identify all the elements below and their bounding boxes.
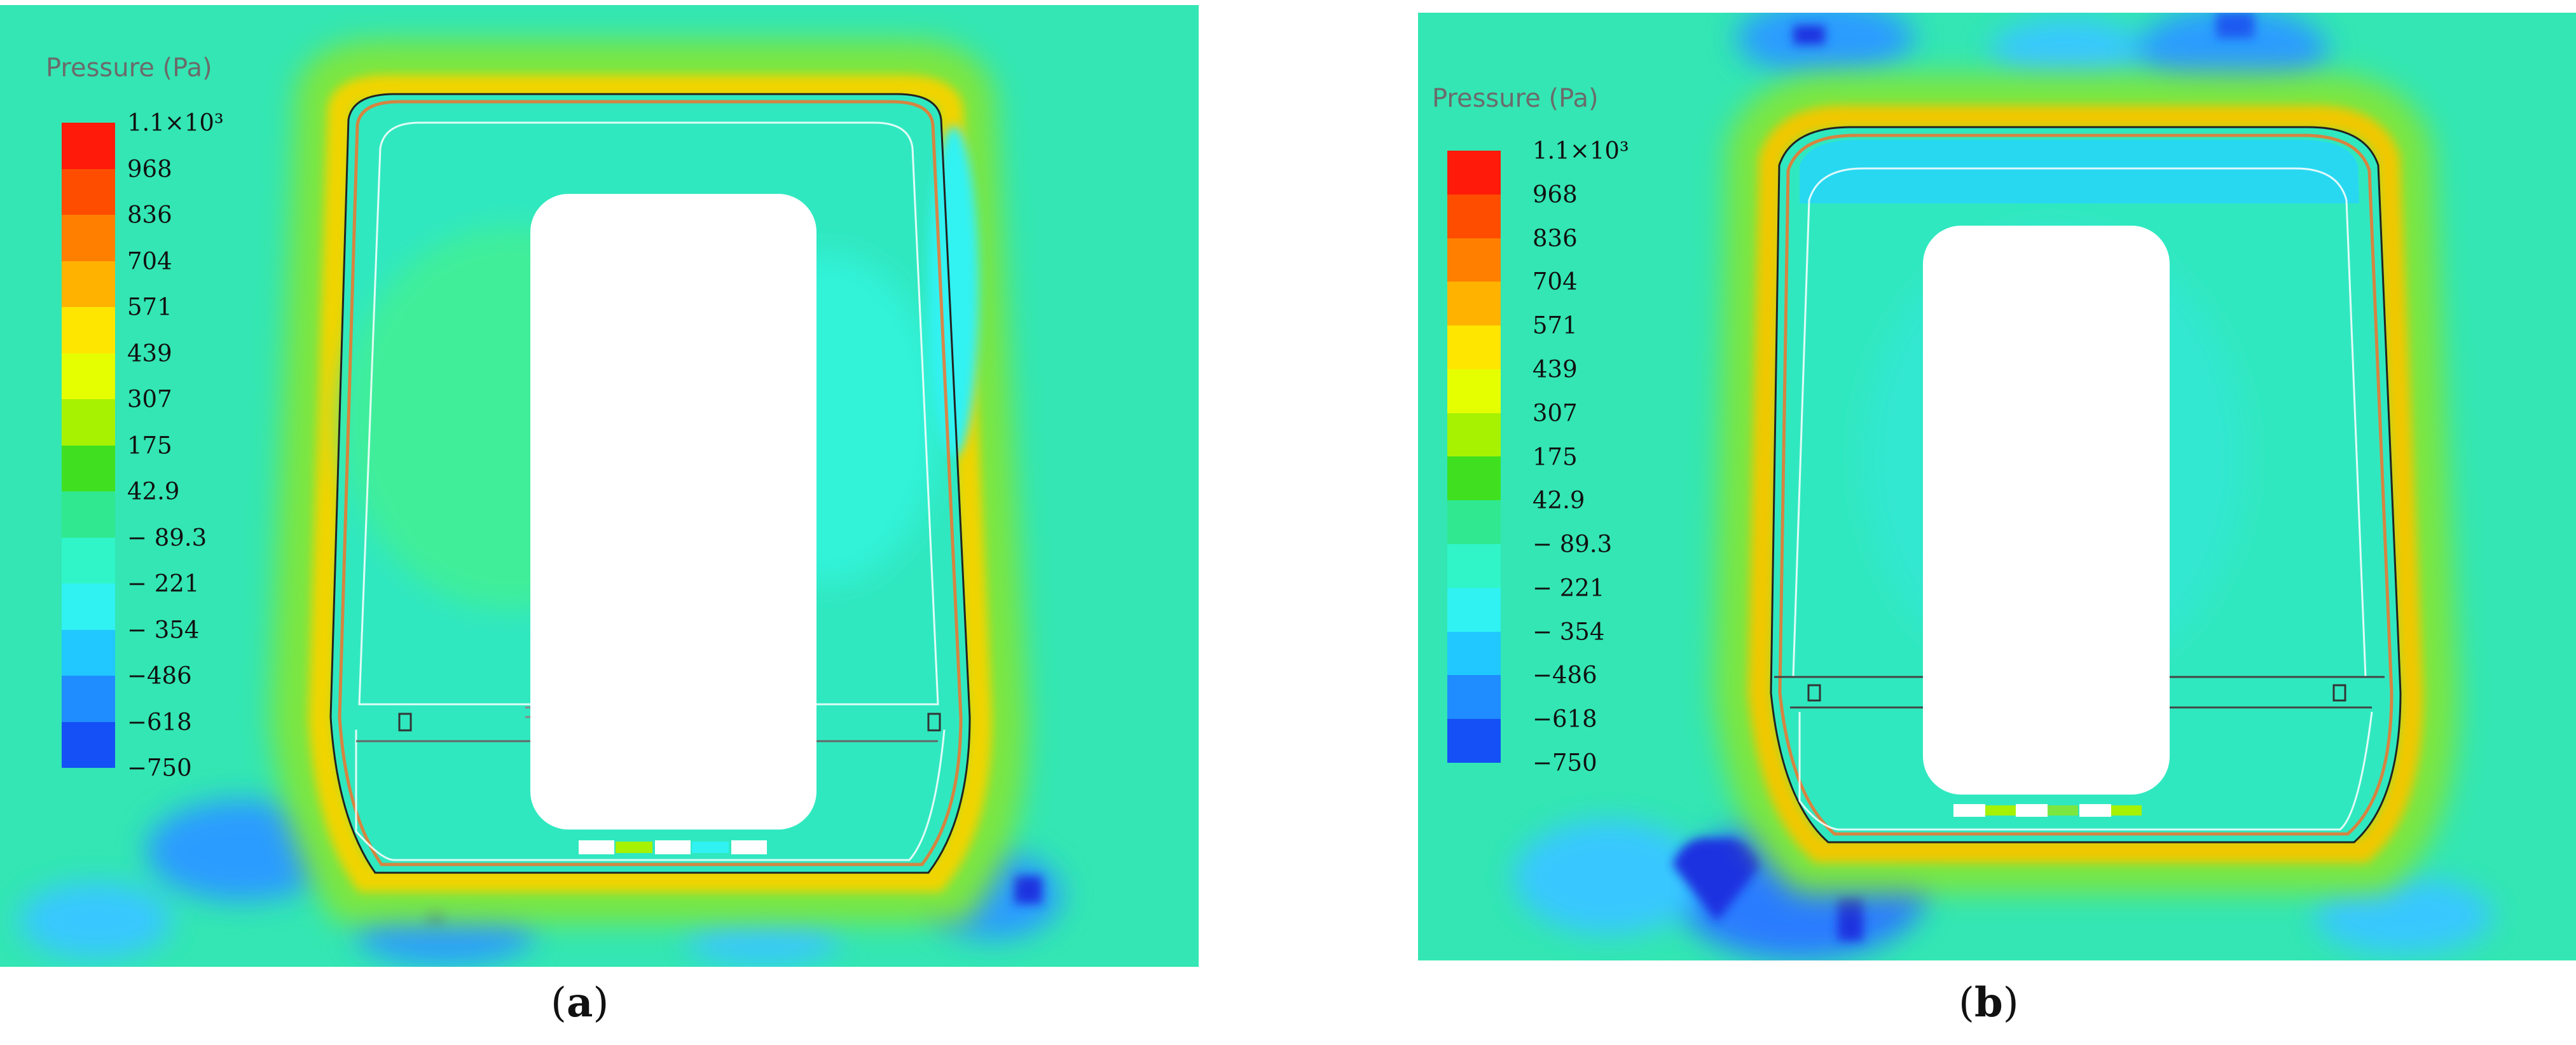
colorbar-swatch: [1447, 719, 1501, 763]
legend-title-b: Pressure (Pa): [1432, 84, 1599, 113]
colorbar-tick-label: 175: [1533, 443, 1578, 470]
colorbar-swatch: [1447, 631, 1501, 676]
colorbar-swatch: [1447, 238, 1501, 282]
colorbar-swatch: [62, 261, 115, 307]
colorbar-tick-label: − 221: [1533, 574, 1605, 602]
colorbar-tick-label: − 354: [127, 616, 200, 643]
colorbar-swatch: [62, 168, 115, 215]
legend-title-a: Pressure (Pa): [46, 53, 212, 83]
colorbar-tick-label: −486: [1533, 661, 1597, 689]
colorbar-swatch: [62, 676, 115, 722]
pressure-field-b: [1418, 13, 2576, 960]
colorbar-swatch: [1447, 587, 1501, 632]
colorbar-tick-label: 439: [127, 339, 172, 367]
caption-letter-b: b: [1974, 979, 2003, 1027]
colorbar-b: [1447, 151, 1501, 763]
colorbar-tick-label: − 221: [127, 570, 200, 598]
colorbar-swatch: [62, 307, 115, 353]
colorbar-a: [62, 123, 115, 768]
colorbar-swatch: [1447, 456, 1501, 501]
colorbar-swatch: [62, 629, 115, 676]
colorbar-swatch: [62, 353, 115, 399]
pressure-contour-panel-a: Pressure (Pa) 1.1×10³ 968 836 704 571 439 307 1…: [0, 5, 1199, 967]
colorbar-tick-label: 42.9: [127, 477, 180, 505]
colorbar-swatch: [62, 721, 115, 768]
colorbar-tick-label: − 354: [1533, 618, 1605, 646]
colorbar-ticks-b: 1.1×10³ 968 836 704 571 439 307 175 42.9 − 89.3 − …: [1533, 137, 1691, 777]
colorbar-tick-label: 836: [1533, 224, 1578, 252]
colorbar-swatch: [1447, 413, 1501, 457]
colorbar-tick-label: −618: [1533, 705, 1597, 733]
colorbar-swatch: [1447, 544, 1501, 588]
colorbar-swatch: [1447, 675, 1501, 720]
colorbar-tick-label: 968: [127, 155, 172, 182]
colorbar-tick-label: 571: [127, 293, 172, 321]
colorbar-tick-label: 175: [127, 432, 172, 459]
colorbar-tick-label: −750: [1533, 749, 1597, 777]
colorbar-tick-label: 836: [127, 201, 172, 229]
colorbar-tick-label: −486: [127, 662, 192, 690]
colorbar-ticks-a: 1.1×10³ 968 836 704 571 439 307 175 42.9 − 89.3 − …: [127, 109, 286, 782]
colorbar-tick-label: − 89.3: [1533, 530, 1613, 558]
pressure-contour-panel-b: Pressure (Pa) 1.1×10³ 968 836 704 571 439 307 1…: [1418, 13, 2576, 960]
colorbar-legend-b: Pressure (Pa) 1.1×10³ 968 836 704 571 439 307 1…: [1418, 13, 1672, 777]
colorbar-tick-label: 42.9: [1533, 486, 1585, 514]
colorbar-tick-label: 571: [1533, 311, 1578, 339]
colorbar-tick-label: 704: [1533, 268, 1578, 296]
colorbar-swatch: [62, 537, 115, 584]
colorbar-tick-label: 704: [127, 247, 172, 275]
colorbar-swatch: [62, 215, 115, 261]
colorbar-swatch: [62, 491, 115, 538]
colorbar-tick-label: 307: [127, 385, 172, 413]
colorbar-swatch: [1447, 325, 1501, 369]
colorbar-swatch: [1447, 194, 1501, 238]
colorbar-swatch: [1447, 500, 1501, 545]
pressure-field-a: [0, 5, 1199, 967]
colorbar-tick-label: 1.1×10³: [1533, 137, 1629, 165]
colorbar-tick-label: 439: [1533, 355, 1578, 383]
colorbar-swatch: [62, 123, 115, 169]
colorbar-tick-label: −750: [127, 754, 192, 782]
colorbar-swatch: [62, 445, 115, 491]
colorbar-swatch: [1447, 151, 1501, 195]
colorbar-swatch: [62, 399, 115, 446]
colorbar-tick-label: 968: [1533, 181, 1578, 208]
caption-letter-a: a: [566, 979, 593, 1027]
colorbar-tick-label: −618: [127, 708, 192, 735]
colorbar-tick-label: 1.1×10³: [127, 109, 224, 137]
colorbar-swatch: [1447, 282, 1501, 326]
colorbar-legend-a: Pressure (Pa) 1.1×10³ 968 836 704 571 439 307 1…: [0, 5, 254, 782]
colorbar-tick-label: 307: [1533, 399, 1578, 427]
caption-a: (a): [551, 979, 609, 1027]
colorbar-swatch: [1447, 369, 1501, 413]
caption-b: (b): [1959, 979, 2019, 1027]
colorbar-tick-label: − 89.3: [127, 524, 207, 551]
colorbar-swatch: [62, 584, 115, 630]
